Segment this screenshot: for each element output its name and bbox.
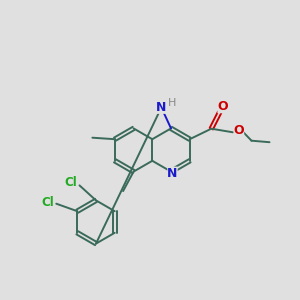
Text: Cl: Cl: [65, 176, 77, 189]
Text: N: N: [156, 101, 167, 114]
Text: O: O: [234, 124, 244, 137]
Text: O: O: [218, 100, 228, 113]
Text: N: N: [167, 167, 178, 180]
Text: H: H: [167, 98, 176, 108]
Text: Cl: Cl: [41, 196, 54, 209]
